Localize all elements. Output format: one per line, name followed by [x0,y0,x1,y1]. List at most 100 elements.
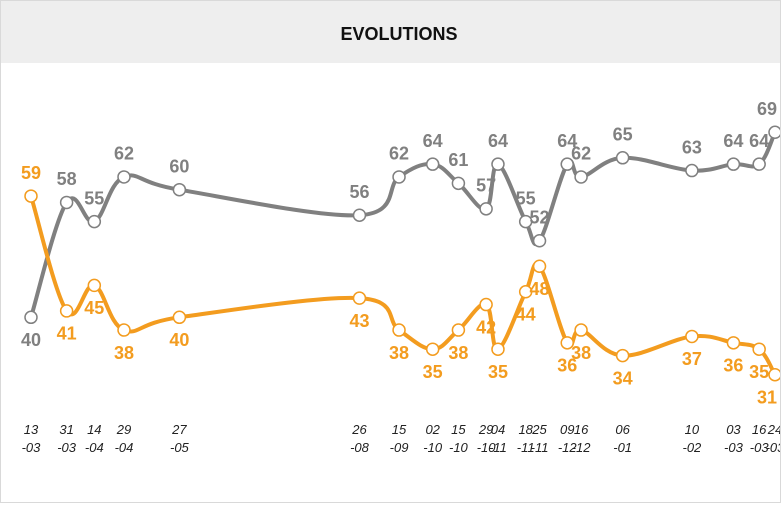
marker [685,329,699,344]
data-label: 62 [389,144,409,164]
x-tick-day: 16 [574,422,589,437]
marker [615,348,630,363]
marker [518,214,533,229]
marker [352,291,367,305]
marker [479,202,493,216]
x-tick-day: 27 [171,422,187,437]
x-tick-month: -09 [390,440,409,455]
x-tick-day: 13 [24,422,39,437]
x-tick-month: -04 [85,440,104,455]
data-label: 69 [757,99,777,119]
x-tick-month: -08 [350,440,370,455]
x-tick-month: -11 [517,440,535,455]
x-tick-day: 16 [752,422,767,437]
data-label: 36 [723,356,743,376]
data-label: 62 [571,144,591,164]
x-tick-month: -03 [750,440,770,455]
data-label: 65 [613,125,633,145]
data-label: 59 [21,163,41,183]
x-tick-label: 18 -11 [517,422,535,455]
data-label: 40 [169,330,189,350]
marker [532,233,547,248]
x-tick-day: 15 [392,422,407,437]
x-tick-label: 16 -12 [572,422,592,455]
data-label: 42 [476,317,496,337]
data-label: 35 [488,362,508,382]
marker [726,157,741,171]
data-label: 52 [530,207,550,227]
data-label: 64 [557,131,577,151]
x-tick-month: -03 [766,440,780,455]
x-tick-month: -10 [449,440,469,455]
marker [87,278,102,293]
x-tick-label: 31 -03 [57,422,77,455]
x-tick-month: -12 [572,440,592,455]
x-tick-day: 24 [767,422,780,437]
x-tick-label: 10 -02 [682,422,702,455]
marker [425,157,440,171]
x-tick-label: 09 -12 [558,422,578,455]
x-tick-month: -10 [423,440,443,455]
data-label: 34 [613,368,633,388]
data-label: 31 [757,387,777,407]
x-tick-month: -03 [22,440,42,455]
data-label: 38 [448,343,468,363]
data-label: 64 [723,131,743,151]
x-tick-month: -04 [115,440,134,455]
marker [615,151,630,165]
x-tick-day: 14 [87,422,101,437]
x-tick-label: 25 -11 [531,422,549,455]
x-tick-month: -11 [489,440,507,455]
data-label: 38 [389,343,409,363]
marker [768,125,781,140]
data-label: 55 [516,188,536,208]
marker [479,297,493,312]
marker [726,336,741,350]
x-tick-label: 24-03 [766,422,780,455]
marker [392,323,406,337]
data-label: 63 [682,137,702,157]
marker [451,323,466,337]
data-label: 37 [682,349,702,369]
x-tick-label: 02 -10 [423,422,443,455]
marker [352,208,367,222]
marker [768,367,781,382]
x-tick-month: -01 [613,440,632,455]
marker [425,342,440,356]
data-label: 44 [516,305,536,325]
data-label: 64 [488,131,508,151]
chart-title: EVOLUTIONS [340,24,457,44]
x-tick-day: 26 [351,422,367,437]
x-tick-day: 04 [491,422,505,437]
marker [24,310,38,325]
marker [532,259,547,274]
x-tick-day: 29 [116,422,131,437]
data-label: 60 [169,156,189,176]
marker [117,323,131,337]
data-label: 45 [84,298,104,318]
data-label: 64 [423,131,443,151]
x-tick-label: 06 -01 [613,422,632,455]
data-label: 62 [114,144,134,164]
x-tick-month: -02 [682,440,702,455]
marker [392,170,406,184]
x-tick-label: 16 -03 [750,422,770,455]
x-tick-label: 29 -04 [115,422,134,455]
marker [87,214,102,229]
marker [172,182,187,197]
marker [59,304,74,318]
data-label: 40 [21,330,41,350]
data-label: 43 [349,311,369,331]
x-tick-month: -10 [477,440,497,455]
x-tick-day: 06 [615,422,630,437]
x-tick-day: 25 [531,422,547,437]
marker [574,170,588,184]
x-tick-month: -03 [57,440,77,455]
x-tick-day: 02 [425,422,440,437]
x-tick-month: -12 [558,440,578,455]
data-label: 48 [530,279,550,299]
data-label: 35 [749,362,769,382]
marker [685,163,699,178]
header-band [1,1,780,63]
x-tick-label: 15 -09 [390,422,409,455]
